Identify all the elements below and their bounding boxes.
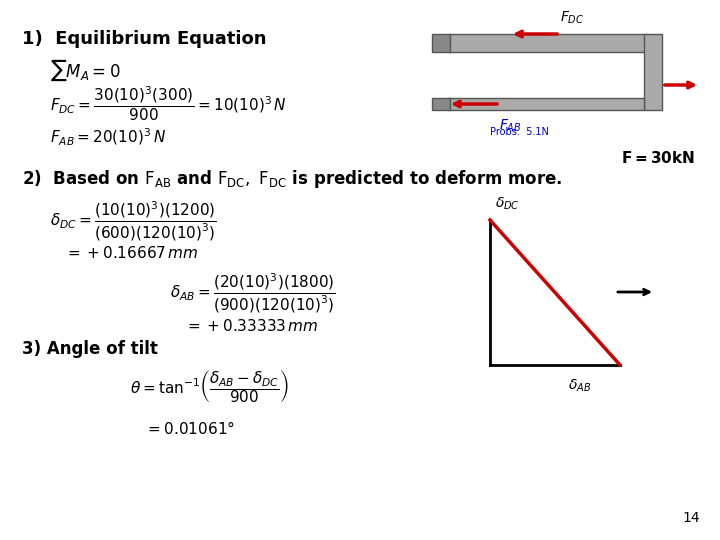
FancyBboxPatch shape <box>448 98 644 110</box>
Text: 1)  Equilibrium Equation: 1) Equilibrium Equation <box>22 30 266 48</box>
Text: $\sum M_A = 0$: $\sum M_A = 0$ <box>50 58 120 83</box>
Text: 2)  Based on $\mathrm{F_{AB}}$ and $\mathrm{F_{DC},}$ $\mathrm{F_{DC}}$ is predi: 2) Based on $\mathrm{F_{AB}}$ and $\math… <box>22 168 562 190</box>
FancyBboxPatch shape <box>432 34 450 52</box>
Text: $\theta = \tan^{-1}\!\left(\dfrac{\delta_{AB} - \delta_{DC}}{900}\right)$: $\theta = \tan^{-1}\!\left(\dfrac{\delta… <box>130 368 289 405</box>
Text: 14: 14 <box>683 511 700 525</box>
Text: 3) Angle of tilt: 3) Angle of tilt <box>22 340 158 358</box>
Text: $F_{AB}$: $F_{AB}$ <box>499 118 521 134</box>
Text: $F_{AB} = 20(10)^3\,N$: $F_{AB} = 20(10)^3\,N$ <box>50 127 166 148</box>
Text: $\delta_{DC} = \dfrac{(10(10)^3)(1200)}{(600)(120(10)^3)}$: $\delta_{DC} = \dfrac{(10(10)^3)(1200)}{… <box>50 200 217 243</box>
Text: $\delta_{DC}$: $\delta_{DC}$ <box>495 195 520 212</box>
Text: $= +0.16667\,mm$: $= +0.16667\,mm$ <box>65 245 199 261</box>
FancyBboxPatch shape <box>644 34 662 110</box>
Text: $\delta_{AB}$: $\delta_{AB}$ <box>568 378 592 394</box>
Text: $= 0.01061°$: $= 0.01061°$ <box>145 420 235 437</box>
Text: $\mathbf{F= 30kN}$: $\mathbf{F= 30kN}$ <box>621 150 695 166</box>
FancyBboxPatch shape <box>448 34 648 52</box>
FancyBboxPatch shape <box>432 98 450 110</box>
Text: $\delta_{AB} = \dfrac{(20(10)^3)(1800)}{(900)(120(10)^3)}$: $\delta_{AB} = \dfrac{(20(10)^3)(1800)}{… <box>170 272 336 315</box>
Text: $= +0.33333\,mm$: $= +0.33333\,mm$ <box>185 318 319 334</box>
Text: Probs.  5.1N: Probs. 5.1N <box>490 127 549 137</box>
Text: $F_{DC}$: $F_{DC}$ <box>560 10 584 26</box>
Text: $F_{DC} = \dfrac{30(10)^3(300)}{900} = 10(10)^3\,N$: $F_{DC} = \dfrac{30(10)^3(300)}{900} = 1… <box>50 85 287 124</box>
